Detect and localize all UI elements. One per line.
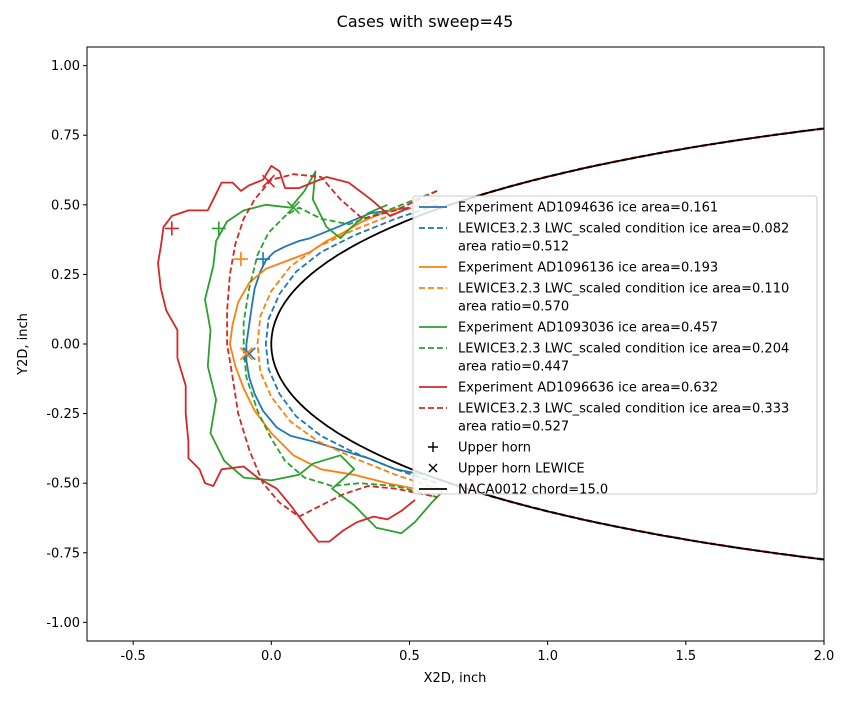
legend-label: LEWICE3.2.3 LWC_scaled condition ice are…	[458, 222, 789, 255]
series-line-2	[264, 203, 438, 485]
legend-label: NACA0012 chord=15.0	[458, 483, 608, 498]
x-axis: -0.5 0.0 0.5 1.0 1.5 2.0	[120, 641, 834, 664]
x-tick-label: 0.5	[399, 649, 420, 664]
chart-title: Cases with sweep=45	[337, 12, 514, 31]
x-tick-label: 0.0	[261, 649, 282, 664]
x-tick-label: 2.0	[814, 649, 835, 664]
legend-label: Experiment AD1094636 ice area=0.161	[458, 201, 718, 216]
upper-horn-marker	[256, 252, 271, 267]
y-tick-label: -0.50	[46, 477, 80, 492]
x-axis-label: X2D, inch	[424, 671, 487, 686]
y-tick-label: 0.50	[51, 198, 80, 213]
y-tick-label: -0.25	[46, 407, 80, 422]
series-line-1	[245, 206, 424, 476]
upper-horn-lewice-marker	[239, 347, 254, 361]
legend-label: Experiment AD1093036 ice area=0.457	[458, 321, 718, 336]
legend-label: LEWICE3.2.3 LWC_scaled condition ice are…	[458, 402, 789, 435]
x-tick-label: 1.0	[537, 649, 558, 664]
y-axis-label: Y2D, inch	[16, 313, 31, 376]
y-axis: -1.00 -0.75 -0.50 -0.25 0.00 0.25 0.50 0.75 1.00	[46, 59, 87, 631]
legend-label: LEWICE3.2.3 LWC_scaled condition ice are…	[458, 282, 789, 315]
airfoil-line	[270, 127, 824, 561]
series-line-6	[242, 190, 438, 498]
legend-handle	[428, 442, 438, 452]
y-tick-label: 1.00	[51, 59, 80, 74]
plot-lines	[157, 127, 824, 561]
upper-horn-marker	[233, 252, 248, 267]
y-tick-label: 0.25	[51, 268, 80, 283]
legend-label: Experiment AD1096636 ice area=0.632	[458, 381, 718, 396]
x-tick-label: 1.5	[675, 649, 696, 664]
upper-horn-lewice-marker	[242, 347, 256, 361]
legend-label: Upper horn LEWICE	[458, 462, 585, 477]
series-line-8	[226, 173, 438, 518]
y-tick-label: 0.00	[51, 338, 80, 353]
legend-label: LEWICE3.2.3 LWC_scaled condition ice are…	[458, 342, 789, 375]
upper-horn-lewice-marker	[286, 201, 300, 215]
legend-label: Experiment AD1096136 ice area=0.193	[458, 261, 718, 276]
y-tick-label: -0.75	[46, 546, 80, 561]
upper-horn-marker	[211, 221, 226, 236]
plot-markers	[164, 174, 300, 361]
x-tick-label: -0.5	[120, 649, 145, 664]
upper-horn-marker	[164, 221, 179, 236]
series-line-5	[204, 170, 444, 535]
y-tick-label: 0.75	[51, 129, 80, 144]
legend: Experiment AD1094636 ice area=0.161 LEWIC…	[412, 195, 818, 498]
legend-box	[412, 195, 818, 495]
legend-handle	[428, 463, 438, 473]
y-tick-label: -1.00	[46, 616, 80, 631]
upper-horn-lewice-marker	[261, 174, 276, 188]
legend-label: Upper horn	[458, 441, 531, 456]
series-line-7	[157, 165, 416, 543]
